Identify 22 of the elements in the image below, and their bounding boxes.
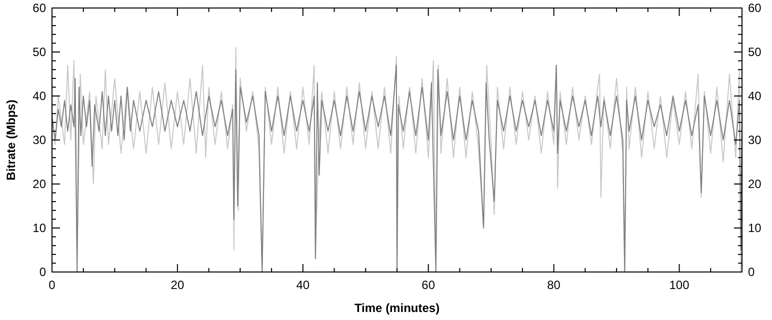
- x-tick-label: 100: [669, 278, 690, 292]
- y-tick-label: 0: [39, 265, 46, 279]
- y-tick-label: 40: [32, 89, 46, 103]
- x-tick-label: 40: [296, 278, 310, 292]
- x-tick-label: 0: [48, 278, 56, 292]
- x-tick-label: 80: [547, 278, 561, 292]
- y2-tick-label: 20: [748, 177, 762, 191]
- y-tick-label: 30: [32, 133, 46, 147]
- y-tick-label: 60: [32, 1, 46, 15]
- y2-tick-label: 10: [748, 221, 762, 235]
- y2-tick-label: 40: [748, 89, 762, 103]
- y2-tick-label: 60: [748, 1, 762, 15]
- y2-tick-label: 50: [748, 45, 762, 59]
- x-tick-label: 20: [170, 278, 184, 292]
- y2-tick-label: 0: [748, 265, 755, 279]
- x-axis-title: Time (minutes): [354, 301, 440, 315]
- y-tick-label: 20: [32, 177, 46, 191]
- y2-tick-label: 30: [748, 133, 762, 147]
- y-tick-label: 50: [32, 45, 46, 59]
- y-axis-title: Bitrate (Mbps): [4, 100, 18, 180]
- y-tick-label: 10: [32, 221, 46, 235]
- x-tick-label: 60: [422, 278, 436, 292]
